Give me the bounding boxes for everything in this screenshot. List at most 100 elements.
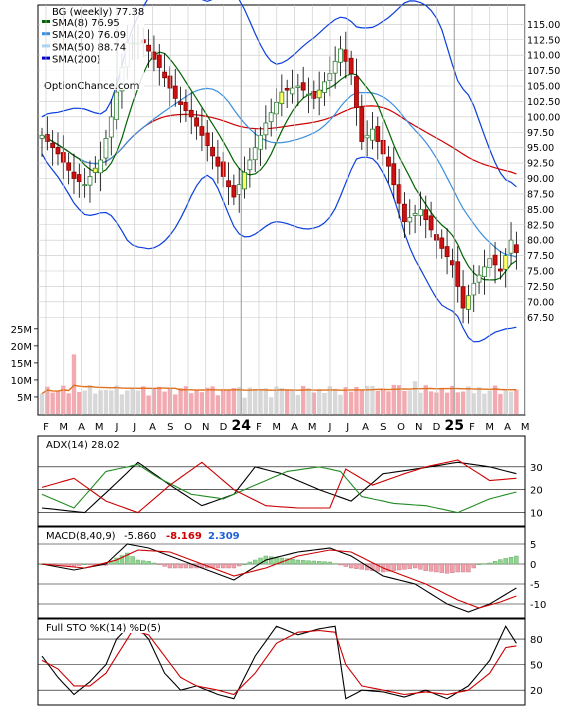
indicator-line <box>41 543 517 613</box>
volume-tick-label: 25M <box>11 325 32 336</box>
candle-body <box>242 171 247 190</box>
macd-histogram-bar <box>503 558 508 565</box>
macd-histogram-bar <box>476 563 482 566</box>
indicator-tick-label: 80 <box>530 635 543 646</box>
x-tick-label: A <box>291 422 298 433</box>
volume-bar <box>418 392 423 414</box>
x-tick-label: M <box>308 422 317 433</box>
candle-body <box>503 255 509 270</box>
candle-body <box>226 180 231 188</box>
volume-bar <box>253 388 258 414</box>
volume-bar <box>45 386 50 414</box>
volume-bar <box>290 389 295 414</box>
candle-body <box>167 75 173 89</box>
indicator-line <box>41 621 517 700</box>
candle-body <box>465 295 471 310</box>
x-tick-label: F <box>43 422 49 433</box>
price-tick-label: 115.00 <box>527 20 560 31</box>
macd-value: -5.860 <box>124 531 156 542</box>
x-tick-label: F <box>256 422 262 433</box>
macd-histogram-bar <box>237 563 242 567</box>
candle-body <box>423 209 429 221</box>
volume-bar <box>98 390 103 414</box>
x-tick-label: D <box>220 422 228 433</box>
volume-bar <box>50 392 55 414</box>
price-tick-label: 70.00 <box>527 297 554 308</box>
volume-bar <box>375 390 380 414</box>
volume-bar <box>268 397 274 414</box>
price-tick-label: 110.00 <box>527 51 560 62</box>
price-tick-label: 82.50 <box>527 220 554 231</box>
macd-histogram-bar <box>151 562 157 565</box>
x-tick-label: M <box>485 422 494 433</box>
volume-bar <box>183 386 189 414</box>
macd-histogram-bar <box>146 561 151 565</box>
x-tick-label: M <box>95 422 104 433</box>
volume-tick-label: 15M <box>11 359 32 370</box>
volume-bar <box>151 389 157 414</box>
x-tick-label: A <box>504 422 511 433</box>
volume-bar <box>114 385 119 414</box>
macd-histogram-bar <box>82 563 87 566</box>
candle-body <box>402 203 407 223</box>
volume-average-line <box>41 384 517 395</box>
volume-bar <box>61 385 66 414</box>
macd-histogram-bar <box>354 563 359 569</box>
indicator-line <box>41 629 517 696</box>
macd-signal-value: -8.169 <box>166 531 202 542</box>
macd-lines <box>41 543 517 613</box>
candle-body <box>311 91 317 99</box>
x-tick-label: S <box>380 422 386 433</box>
adx-panel: 30 20 10 ADX(14) 28.02 <box>37 435 543 527</box>
candle-body <box>508 239 514 254</box>
macd-histogram-bar <box>455 563 460 573</box>
volume-bar <box>205 387 210 414</box>
indicator-tick-label: 0 <box>530 560 536 571</box>
candle-body <box>98 159 104 174</box>
bollinger-lower <box>41 153 517 343</box>
volume-bar <box>396 385 402 414</box>
price-tick-label: 77.50 <box>527 251 554 262</box>
volume-bar <box>93 393 98 414</box>
volume-bar <box>471 393 476 414</box>
candle-body <box>476 274 482 283</box>
candle-body <box>263 122 269 136</box>
volume-bar <box>359 389 364 414</box>
volume-bar <box>450 385 455 414</box>
candle-body <box>444 246 450 258</box>
candle-body <box>306 93 311 96</box>
candle-body <box>252 147 258 161</box>
candle-body <box>108 116 114 138</box>
macd-histogram-bar <box>508 557 514 565</box>
volume-bar <box>316 388 322 414</box>
volume-bar <box>167 387 173 414</box>
volume-bar <box>455 392 460 414</box>
volume-bar <box>492 385 498 414</box>
volume-bar <box>39 393 45 414</box>
candle-body <box>146 44 152 52</box>
candle-body <box>418 208 423 217</box>
indicator-tick-label: 10 <box>530 509 543 520</box>
volume-bar <box>306 388 311 414</box>
volume-bar <box>439 387 444 414</box>
candle-body <box>92 167 98 173</box>
macd-histogram-bar <box>327 561 333 565</box>
x-tick-label: A <box>78 422 85 433</box>
volume-bar <box>466 386 471 414</box>
volume-tick-label: 20M <box>11 342 32 353</box>
price-tick-label: 72.50 <box>527 282 554 293</box>
candle-body <box>322 81 327 93</box>
x-tick-label: O <box>397 422 405 433</box>
macd-histogram-bar <box>135 559 141 565</box>
stochastic-axis: 80 50 20 <box>38 635 543 697</box>
volume-bar <box>157 386 162 414</box>
volume-bar <box>189 393 194 414</box>
candle-body <box>82 184 88 187</box>
volume-bar <box>141 386 146 414</box>
macd-histogram-bar <box>428 563 434 572</box>
candle-body <box>199 126 205 136</box>
volume-bar <box>162 391 167 414</box>
price-tick-label: 112.50 <box>527 35 560 46</box>
candle-body <box>412 213 418 216</box>
candle-body <box>391 163 397 186</box>
